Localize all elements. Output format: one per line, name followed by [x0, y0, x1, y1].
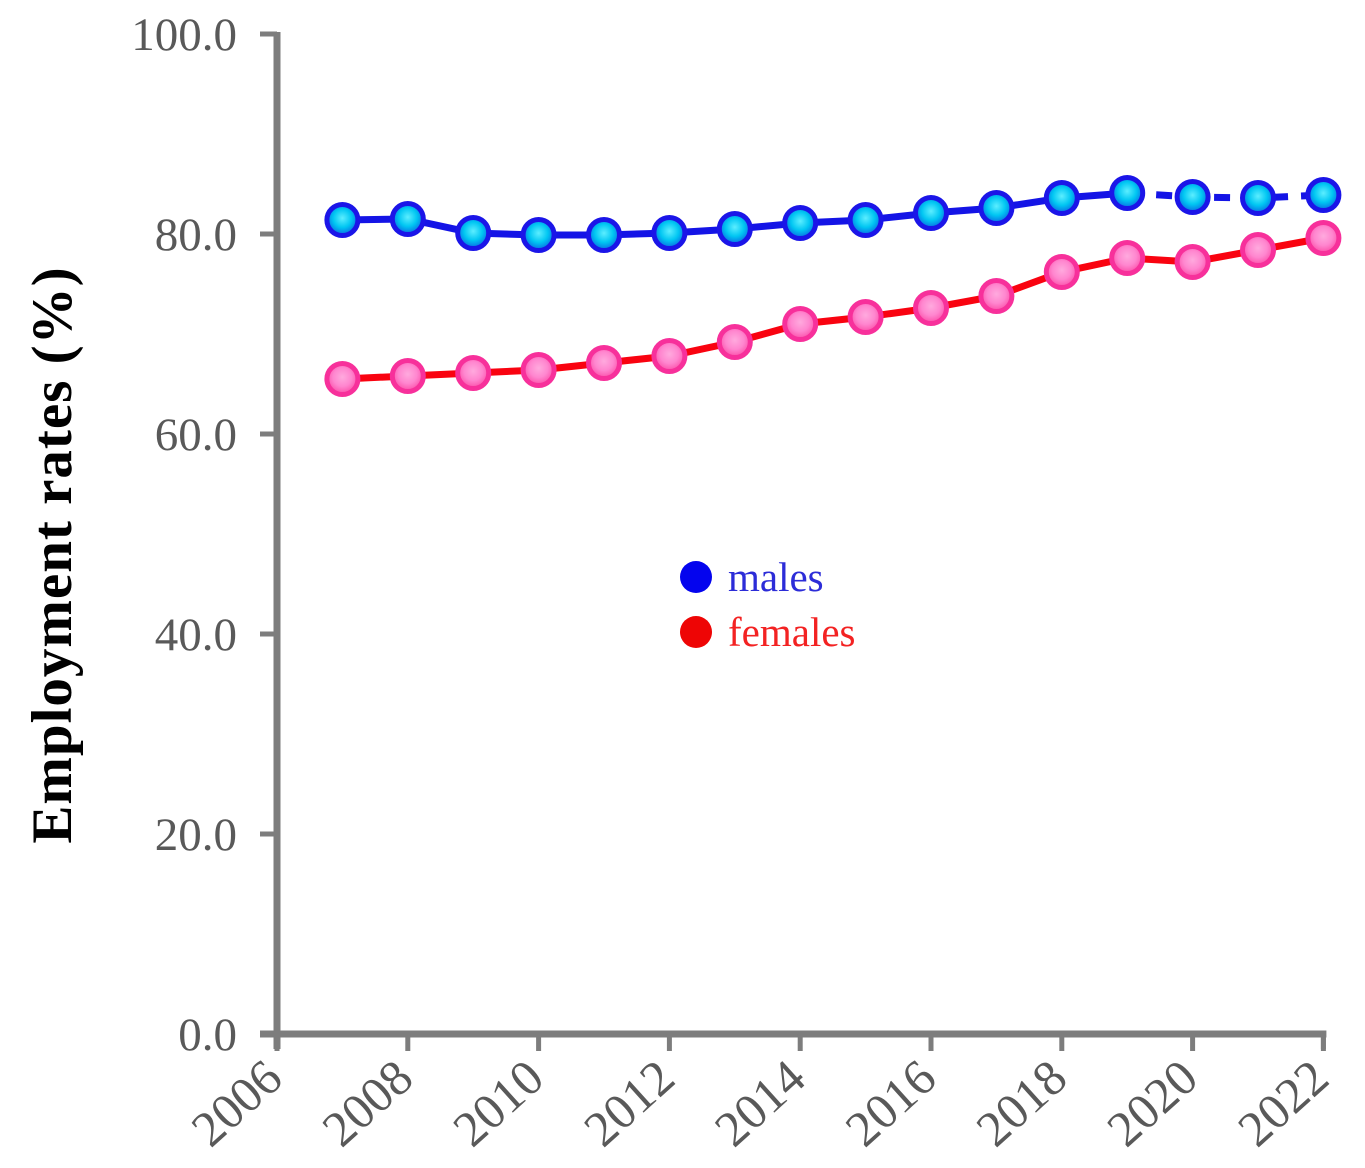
legend: males females — [680, 554, 855, 655]
data-point-females-2022 — [1305, 220, 1342, 256]
data-point-males-2010 — [520, 217, 557, 253]
x-tick-label: 2006 — [181, 1049, 293, 1158]
data-point-females-2014 — [782, 306, 819, 342]
females-line — [342, 234, 1325, 383]
data-point-males-2012 — [651, 215, 688, 251]
data-point-males-2022 — [1305, 177, 1342, 213]
x-tick-label: 2008 — [311, 1049, 423, 1158]
data-point-females-2008 — [389, 358, 426, 394]
data-point-females-2009 — [455, 355, 492, 391]
data-point-females-2020 — [1174, 244, 1211, 280]
data-point-males-2017 — [978, 190, 1015, 226]
data-point-males-2015 — [847, 202, 884, 238]
x-tick-label: 2010 — [442, 1049, 554, 1158]
data-point-females-2017 — [978, 278, 1015, 314]
x-tick-label: 2020 — [1096, 1049, 1208, 1158]
data-point-males-2011 — [586, 217, 622, 253]
x-tick-label: 2014 — [704, 1049, 816, 1158]
y-tick-label: 20.0 — [155, 809, 237, 861]
data-point-males-2009 — [455, 215, 492, 251]
x-tick-label: 2016 — [835, 1049, 947, 1158]
data-point-females-2018 — [1043, 254, 1080, 290]
series-males — [324, 175, 1342, 253]
data-point-males-2013 — [716, 211, 753, 247]
y-tick-label: 80.0 — [155, 209, 237, 261]
data-point-females-2007 — [324, 361, 361, 397]
legend-label-females: females — [728, 609, 855, 655]
series-females — [324, 220, 1342, 397]
data-point-females-2011 — [586, 345, 622, 381]
data-point-females-2019 — [1109, 240, 1146, 276]
data-point-females-2021 — [1240, 232, 1276, 268]
data-point-females-2015 — [847, 299, 884, 335]
x-tick-label: 2018 — [965, 1049, 1077, 1158]
legend-label-males: males — [728, 554, 824, 600]
data-point-males-2008 — [389, 201, 426, 237]
data-point-males-2016 — [913, 195, 949, 231]
data-point-females-2012 — [651, 338, 688, 374]
x-tick-label: 2012 — [573, 1049, 685, 1158]
data-point-males-2014 — [782, 205, 819, 241]
legend-marker-males — [680, 561, 712, 593]
data-point-males-2020 — [1174, 179, 1211, 215]
data-point-females-2010 — [520, 352, 557, 388]
legend-marker-females — [680, 616, 712, 648]
x-tick-label: 2022 — [1227, 1049, 1339, 1158]
males-line-dashed — [1126, 189, 1324, 202]
data-point-females-2016 — [913, 290, 949, 326]
data-point-males-2007 — [324, 202, 361, 238]
y-tick-label: 100.0 — [131, 9, 237, 61]
data-point-females-2013 — [716, 324, 753, 360]
data-point-males-2018 — [1043, 180, 1080, 216]
y-tick-label: 60.0 — [155, 409, 237, 461]
y-tick-label: 40.0 — [155, 609, 237, 661]
data-point-males-2019 — [1109, 175, 1146, 211]
data-point-males-2021 — [1240, 180, 1276, 216]
y-tick-label: 0.0 — [178, 1009, 237, 1061]
